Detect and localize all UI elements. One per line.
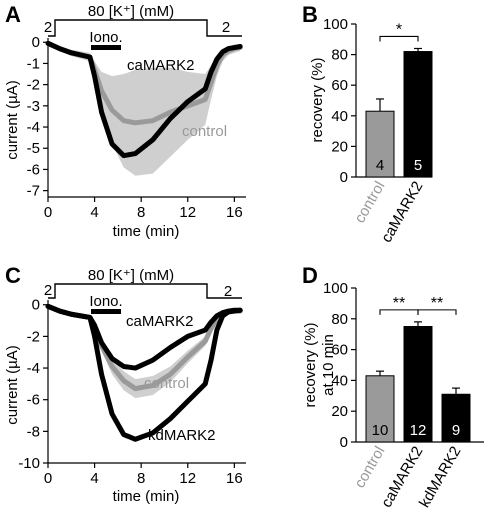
y-tick-label: 80 [331, 47, 348, 64]
panel-letter-b: B [302, 2, 318, 27]
y-tick-label: 60 [331, 77, 348, 94]
protocol-k-after: 2 [222, 19, 230, 36]
y-tick-label: 0 [32, 34, 40, 51]
x-tick-label: 16 [226, 204, 243, 221]
y-axis-title-line1: recovery (%) [302, 322, 319, 407]
x-tick-label: 4 [90, 204, 98, 221]
protocol-k-main: 80 [K⁺] (mM) [88, 267, 174, 284]
significance-bracket [379, 35, 419, 42]
n-label-kdMARK2: 9 [452, 422, 460, 439]
y-tick-label: 60 [331, 342, 348, 359]
x-axis-title: time (min) [113, 488, 180, 505]
ionomycin-label: Iono. [89, 29, 122, 46]
y-axis-title: recovery (%) [309, 57, 326, 142]
y-axis-title-line2: at 10 min [320, 334, 337, 396]
y-tick-label: -10 [18, 455, 40, 472]
y-tick-label: -2 [27, 328, 40, 345]
protocol-k-after: 2 [224, 283, 232, 300]
panel-a: A 2 80 [K⁺] (mM) 2 Iono. 0 4 8 12 16 0 -1 -2 -3 -… [4, 2, 246, 240]
label-control: control [144, 375, 189, 392]
label-kdmark2: kdMARK2 [148, 427, 216, 444]
x-tick-label: 0 [44, 204, 52, 221]
axis-ticks: 0 4 8 12 16 0 -1 -2 -3 -4 -5 -6 -7 [27, 34, 243, 221]
ionomycin-label: Iono. [89, 293, 122, 310]
y-tick-label: -3 [27, 98, 40, 115]
category-label-control: control [351, 444, 388, 491]
axis-ticks: 0 20 40 60 80 100 [323, 16, 356, 186]
y-tick-label: 40 [331, 372, 348, 389]
y-tick-label: 100 [323, 280, 348, 297]
significance-label: ** [431, 295, 443, 312]
y-tick-label: -4 [27, 360, 40, 377]
x-tick-label: 0 [44, 470, 52, 487]
y-tick-label: 0 [32, 297, 40, 314]
y-tick-label: 0 [340, 169, 348, 186]
n-label-control: 4 [376, 157, 384, 174]
panel-c: C 2 80 [K⁺] (mM) 2 Iono. 0 4 8 12 16 0 -2 -4 -6 -… [4, 263, 246, 505]
bar-kdMARK2 [441, 393, 471, 443]
y-tick-label: -7 [27, 183, 40, 200]
y-tick-label: -2 [27, 77, 40, 94]
label-camark2: caMARK2 [127, 57, 195, 74]
x-tick-label: 4 [90, 470, 98, 487]
trace-caMARK2 [45, 40, 243, 159]
significance-bracket [417, 309, 457, 315]
y-tick-label: -6 [27, 161, 40, 178]
bar-caMARK2 [403, 326, 433, 443]
protocol-k-before: 2 [44, 282, 52, 299]
y-axis-title: current (µA) [4, 345, 21, 425]
ionomycin-bar [91, 45, 121, 50]
y-tick-label: -8 [27, 423, 40, 440]
x-tick-label: 8 [137, 204, 145, 221]
bar-caMARK2 [403, 51, 433, 178]
axis-ticks: 0 20 40 60 80 100 [323, 280, 356, 451]
protocol-k-main: 80 [K⁺] (mM) [88, 3, 174, 20]
y-tick-label: 20 [331, 403, 348, 420]
panel-d: D 0 20 40 60 80 100 recovery (%) at 10 min 10… [302, 263, 484, 510]
n-label-caMARK2: 12 [410, 422, 427, 439]
significance-label: ** [393, 295, 405, 312]
y-tick-label: 20 [331, 138, 348, 155]
y-tick-label: -6 [27, 392, 40, 409]
label-camark2: caMARK2 [126, 313, 194, 330]
n-label-caMARK2: 5 [414, 157, 422, 174]
panel-letter-c: C [5, 263, 21, 288]
significance-label: * [396, 21, 402, 38]
protocol-k-before: 2 [44, 19, 52, 36]
y-tick-label: 80 [331, 311, 348, 328]
y-tick-label: 40 [331, 108, 348, 125]
n-label-control: 10 [372, 422, 389, 439]
potassium-protocol-line [48, 19, 242, 37]
x-tick-label: 12 [179, 470, 196, 487]
ionomycin-bar [91, 309, 121, 314]
x-tick-label: 12 [179, 204, 196, 221]
y-tick-label: 0 [340, 434, 348, 451]
trace-kdMARK2 [45, 303, 243, 442]
x-axis-title: time (min) [113, 223, 180, 240]
category-label-control: control [351, 179, 388, 226]
y-tick-label: -5 [27, 140, 40, 157]
label-control: control [182, 123, 227, 140]
traces [45, 40, 243, 176]
y-tick-label: -1 [27, 55, 40, 72]
traces [45, 303, 243, 442]
bar-control [365, 110, 395, 178]
y-tick-label: 100 [323, 16, 348, 33]
y-axis-title: current (µA) [4, 80, 21, 160]
axis-ticks: 0 4 8 12 16 0 -2 -4 -6 -8 -10 [18, 297, 242, 487]
potassium-protocol-line [48, 283, 242, 299]
x-tick-label: 16 [226, 470, 243, 487]
panel-letter-d: D [302, 263, 318, 288]
panel-letter-a: A [5, 2, 21, 27]
y-tick-label: -4 [27, 119, 40, 136]
x-tick-label: 8 [137, 470, 145, 487]
